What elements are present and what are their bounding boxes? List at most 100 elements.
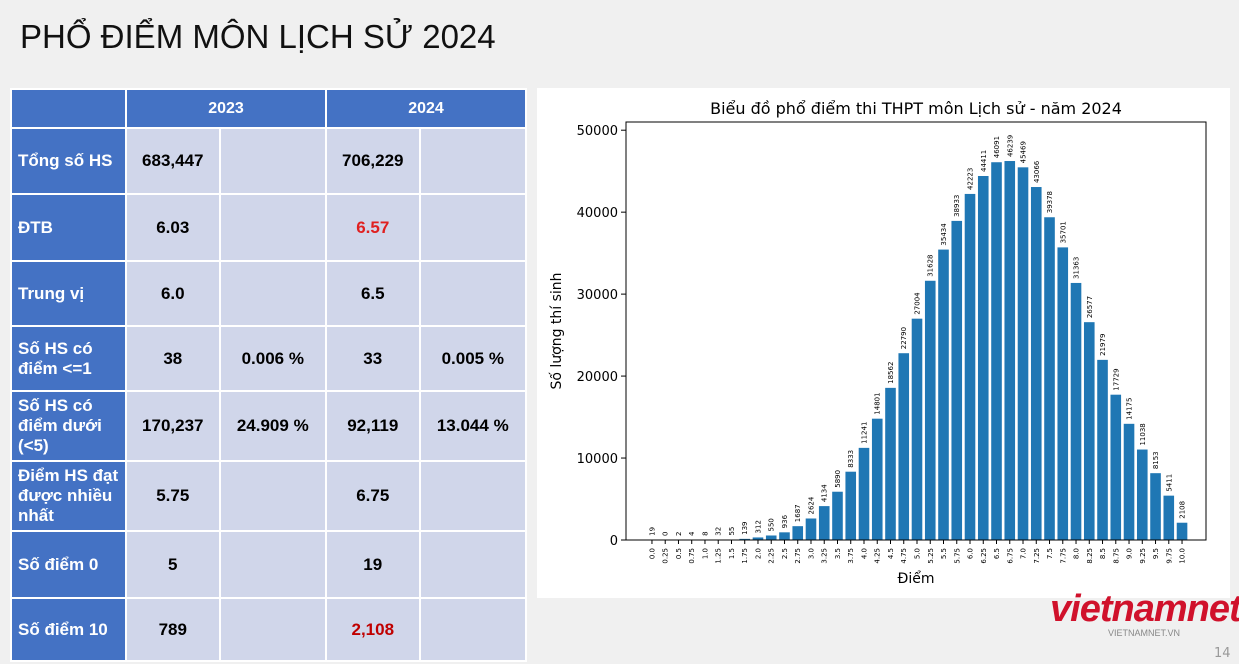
header-cell: 2023 xyxy=(125,88,327,129)
row-label: Số điểm 0 xyxy=(10,530,127,599)
data-label: 1687 xyxy=(794,504,802,522)
data-label: 8153 xyxy=(1152,451,1160,469)
cell: 706,229 xyxy=(324,127,421,195)
x-tick-label: 0.75 xyxy=(688,548,696,564)
data-label: 139 xyxy=(741,521,749,534)
x-tick-label: 3.5 xyxy=(834,548,842,559)
bar xyxy=(1176,522,1188,540)
bar xyxy=(1163,495,1175,540)
cell: 6.75 xyxy=(324,460,421,532)
slide-title: PHỔ ĐIỂM MÔN LỊCH SỬ 2024 xyxy=(20,18,496,55)
bar xyxy=(845,471,857,540)
cell: 6.03 xyxy=(125,193,221,262)
data-label: 31363 xyxy=(1073,257,1081,279)
cell: 6.57 xyxy=(324,193,421,262)
x-tick-label: 1.0 xyxy=(701,548,709,559)
x-tick-label: 3.25 xyxy=(821,548,829,564)
data-label: 46091 xyxy=(993,136,1001,158)
cell: 0.006 % xyxy=(218,325,327,392)
data-label: 35434 xyxy=(940,223,948,246)
plot-frame xyxy=(625,121,1207,541)
bar xyxy=(898,353,910,540)
x-tick-label: 6.75 xyxy=(1006,548,1014,564)
y-tick-label: 50000 xyxy=(577,124,618,139)
bar xyxy=(739,538,751,540)
data-label: 312 xyxy=(754,520,762,533)
cell xyxy=(418,260,528,327)
x-tick-label: 8.5 xyxy=(1099,548,1107,559)
data-label: 14175 xyxy=(1126,398,1134,420)
x-tick-label: 4.0 xyxy=(860,548,868,559)
cell xyxy=(218,193,327,262)
cell: 13.044 % xyxy=(418,390,528,462)
bar xyxy=(1150,473,1161,540)
bar xyxy=(951,220,963,540)
bar xyxy=(1110,394,1122,540)
data-label: 31628 xyxy=(927,254,935,276)
row-label: Số điểm 10 xyxy=(10,597,127,662)
bar xyxy=(964,193,976,540)
bar xyxy=(1017,167,1029,540)
x-tick-label: 7.75 xyxy=(1059,548,1067,564)
header-cell: 2024 xyxy=(324,88,528,129)
data-label: 4134 xyxy=(821,484,829,502)
x-tick-label: 1.75 xyxy=(741,548,749,564)
x-tick-label: 3.75 xyxy=(847,548,855,564)
cell xyxy=(218,127,327,195)
cell: 2,108 xyxy=(324,597,421,662)
chart: Biểu đồ phổ điểm thi THPT môn Lịch sử - … xyxy=(548,99,1207,587)
data-label: 2 xyxy=(675,532,683,536)
row-label: Trung vị xyxy=(10,260,127,327)
x-tick-label: 0.5 xyxy=(675,548,683,559)
page-number: 14 xyxy=(1214,646,1231,661)
x-tick-label: 6.5 xyxy=(993,548,1001,559)
bar xyxy=(991,162,1002,540)
x-tick-label: 2.5 xyxy=(781,548,789,559)
x-tick-label: 0.25 xyxy=(662,548,670,564)
y-tick-label: 20000 xyxy=(577,370,618,385)
bar xyxy=(938,249,949,541)
data-label: 43066 xyxy=(1033,160,1041,183)
cell: 0.005 % xyxy=(418,325,528,392)
data-label: 936 xyxy=(781,514,789,528)
cell: 38 xyxy=(125,325,221,392)
cell: 92,119 xyxy=(324,390,421,462)
bar xyxy=(792,526,804,540)
x-tick-label: 4.5 xyxy=(887,548,895,559)
y-tick-label: 10000 xyxy=(577,452,618,467)
x-tick-label: 10.0 xyxy=(1179,548,1187,564)
x-tick-label: 1.5 xyxy=(728,548,736,559)
table-row: Số HS có điểm <=1 38 0.006 % 33 0.005 % xyxy=(10,325,528,392)
table-row: Trung vị 6.0 6.5 xyxy=(10,260,528,327)
bar xyxy=(1097,359,1108,540)
bar xyxy=(779,532,790,540)
data-label: 8 xyxy=(701,531,709,535)
table-row: Số điểm 10 789 2,108 xyxy=(10,597,528,662)
cell xyxy=(218,260,327,327)
x-tick-label: 5.5 xyxy=(940,548,948,559)
table-row: Số HS có điểm dưới (<5) 170,237 24.909 % 92… xyxy=(10,390,528,462)
cell: 5.75 xyxy=(125,460,221,532)
cell xyxy=(418,460,528,532)
x-tick-label: 7.0 xyxy=(1020,548,1028,559)
cell: 683,447 xyxy=(125,127,221,195)
x-tick-label: 8.0 xyxy=(1073,548,1081,559)
x-tick-label: 1.25 xyxy=(715,548,723,564)
cell xyxy=(418,530,528,599)
bar xyxy=(858,447,870,540)
bar xyxy=(1083,322,1095,540)
data-label: 18562 xyxy=(887,362,895,384)
bar xyxy=(818,506,830,540)
x-tick-label: 9.0 xyxy=(1126,548,1134,559)
x-tick-label: 4.25 xyxy=(874,548,882,564)
data-label: 5411 xyxy=(1165,474,1173,492)
table-row: ĐTB 6.03 6.57 xyxy=(10,193,528,262)
row-label: Điểm HS đạt được nhiều nhất xyxy=(10,460,127,532)
row-label: Tổng số HS xyxy=(10,127,127,195)
x-tick-label: 9.25 xyxy=(1139,548,1147,564)
cell: 170,237 xyxy=(125,390,221,462)
header-row: 2023 2024 xyxy=(10,88,528,129)
y-tick-label: 0 xyxy=(610,534,618,549)
x-tick-label: 9.5 xyxy=(1152,548,1160,559)
bar xyxy=(885,387,896,540)
